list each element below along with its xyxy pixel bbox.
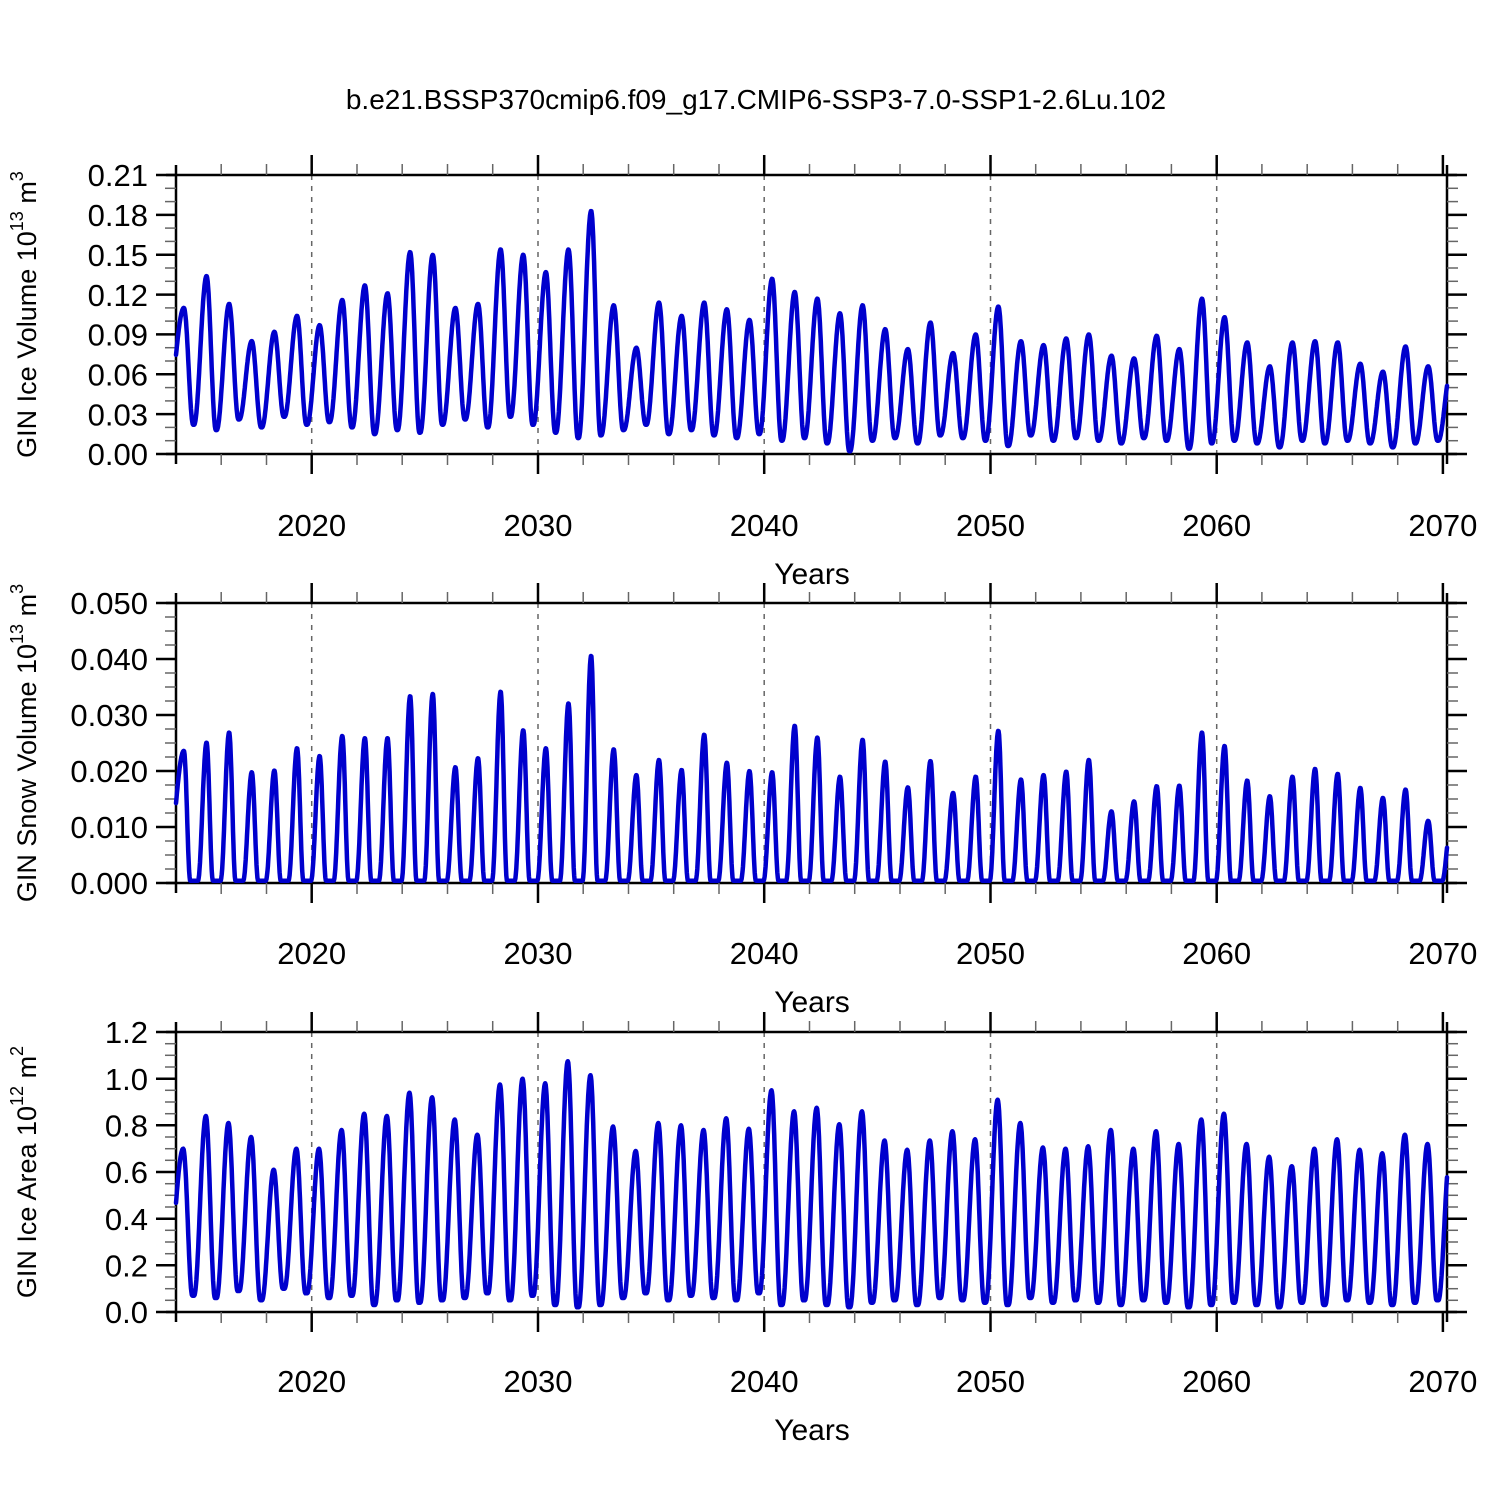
x-tick-label: 2030 [504,1364,573,1399]
y-axis-label: GIN Ice Area 1012 m2 [7,1046,42,1298]
y-tick-label: 0.21 [88,158,148,193]
x-tick-label: 2060 [1182,508,1251,543]
gin-ice-volume-series-line [173,208,1450,454]
y-tick-label: 0.4 [105,1202,148,1237]
x-tick-label: 2050 [956,508,1025,543]
x-tick-label: 2050 [956,1364,1025,1399]
y-tick-label: 0.2 [105,1248,148,1283]
y-tick-label: 0.010 [70,810,148,845]
y-tick-label: 0.09 [88,318,148,353]
x-tick-label: 2070 [1408,936,1477,971]
x-tick-label: 2070 [1408,1364,1477,1399]
x-tick-label: 2070 [1408,508,1477,543]
chart-gin-ice-volume: 0.00 0.03 0.06 0.09 0.12 0.15 0.18 0.21 2020 2030… [7,155,1477,591]
gin-snow-volume-series-line [173,653,1450,884]
y-tick-label: 0.020 [70,754,148,789]
y-tick-label: 0.15 [88,238,148,273]
plot-title: b.e21.BSSP370cmip6.f09_g17.CMIP6-SSP3-7.… [345,84,1167,115]
y-axis-label: GIN Ice Volume 1013 m3 [7,171,42,458]
y-tick-label: 0.06 [88,357,148,392]
chart-gin-snow-volume: 0.000 0.010 0.020 0.030 0.040 0.050 2020 2030 20… [7,583,1477,1019]
y-tick-label: 0.18 [88,198,148,233]
y-tick-label: 0.050 [70,586,148,621]
y-tick-label: 0.030 [70,698,148,733]
chart-gin-ice-area: 0.0 0.2 0.4 0.6 0.8 1.0 1.2 2020 2030 2040 2050 206… [7,1012,1477,1447]
y-axis-label: GIN Snow Volume 1013 m3 [7,584,42,902]
y-tick-label: 0.8 [105,1108,148,1143]
y-tick-label: 1.0 [105,1062,148,1097]
x-tick-label: 2060 [1182,936,1251,971]
y-tick-label: 0.040 [70,642,148,677]
x-tick-label: 2030 [504,508,573,543]
y-tick-label: 0.00 [88,437,148,472]
gin-ice-area-series-line [173,1058,1450,1310]
x-tick-label: 2040 [730,1364,799,1399]
x-tick-label: 2060 [1182,1364,1251,1399]
y-tick-label: 0.12 [88,278,148,313]
x-tick-label: 2040 [730,936,799,971]
x-axis-label-years: Years [774,986,850,1019]
x-tick-label: 2050 [956,936,1025,971]
y-tick-label: 0.6 [105,1155,148,1190]
y-tick-label: 0.0 [105,1295,148,1330]
x-tick-label: 2020 [277,1364,346,1399]
y-tick-label: 0.03 [88,397,148,432]
y-tick-label: 0.000 [70,866,148,901]
x-axis-label-years: Years [774,558,850,591]
x-tick-label: 2030 [504,936,573,971]
x-tick-label: 2040 [730,508,799,543]
x-tick-label: 2020 [277,936,346,971]
y-tick-label: 1.2 [105,1015,148,1050]
x-axis-label-years: Years [774,1414,850,1447]
x-tick-label: 2020 [277,508,346,543]
